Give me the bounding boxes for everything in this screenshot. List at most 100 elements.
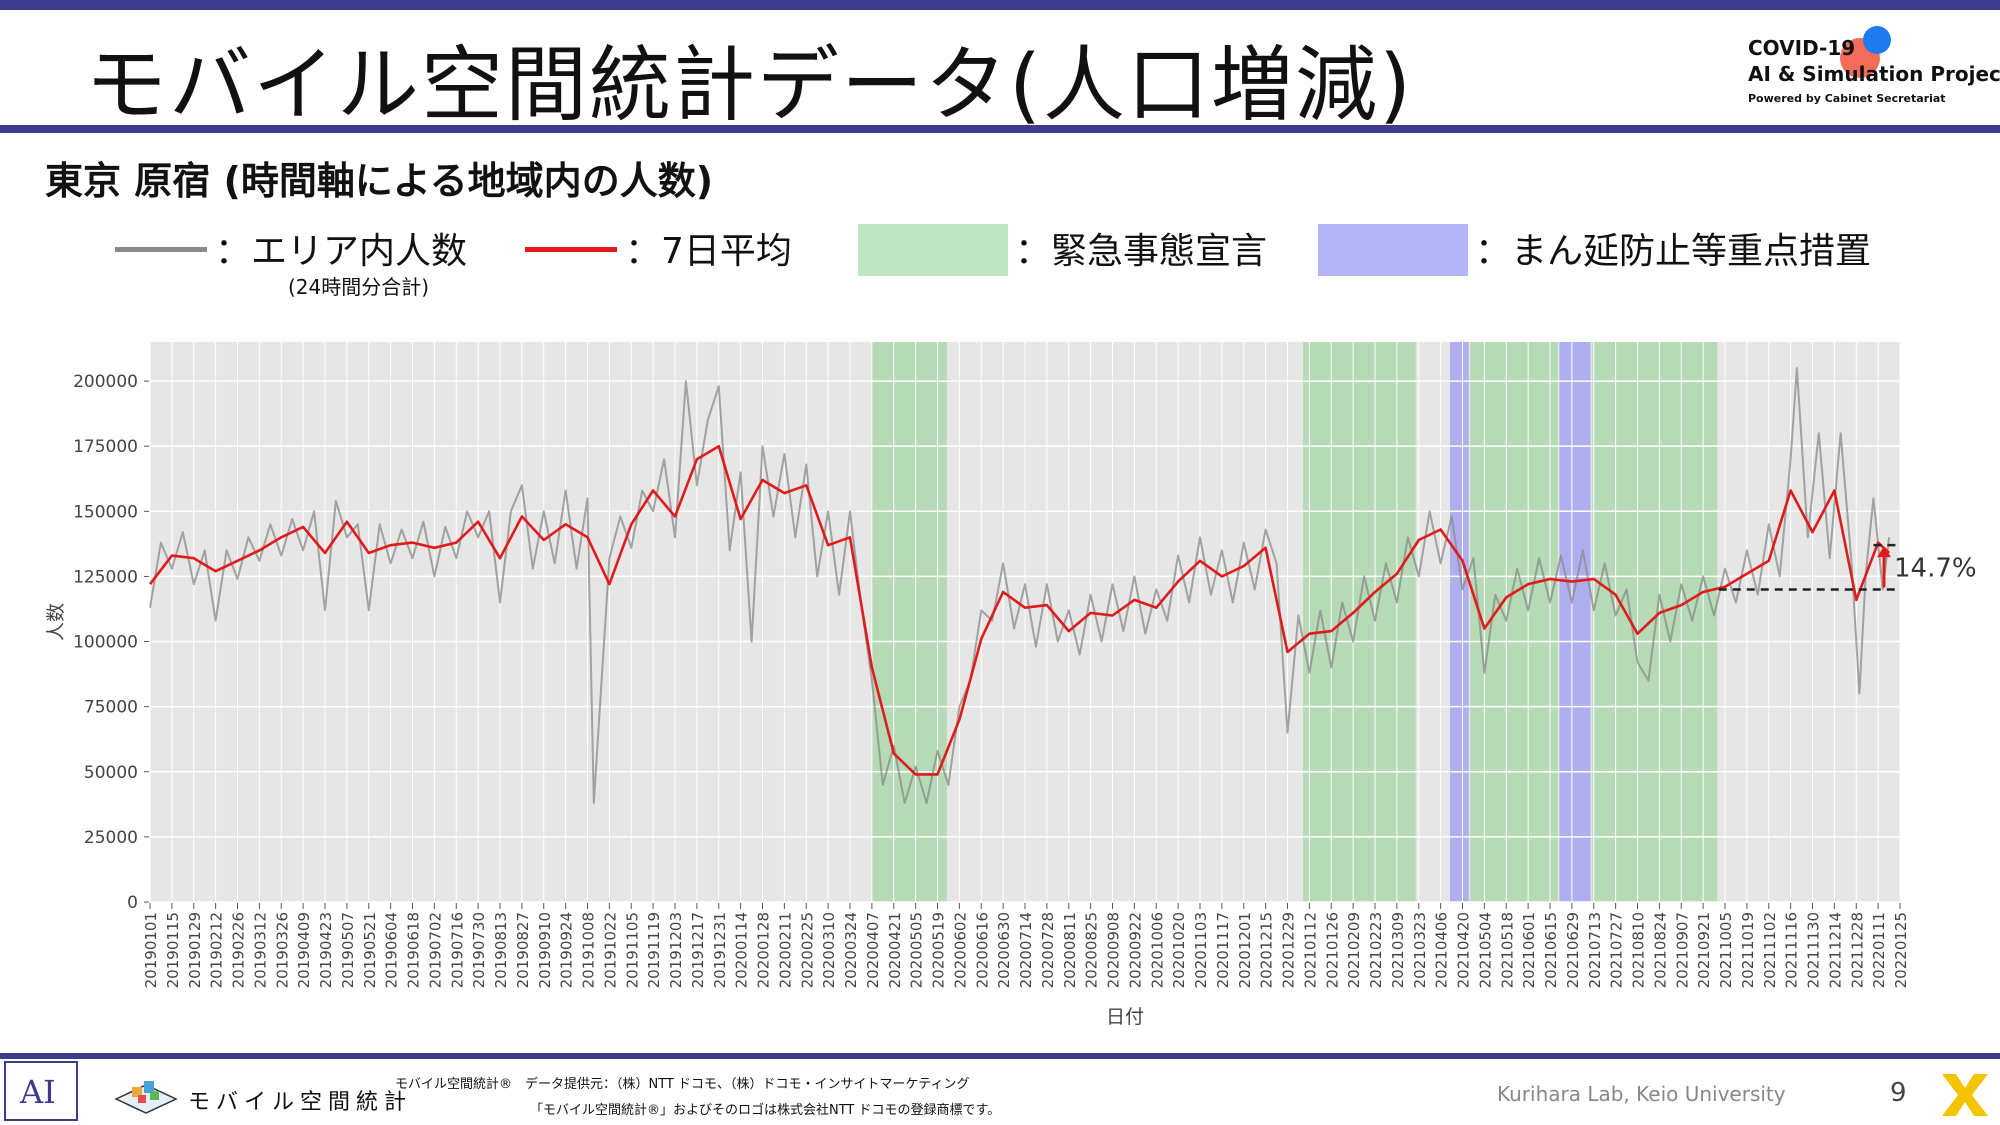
x-tick-label: 20200407	[864, 912, 882, 988]
y-tick-label: 25000	[84, 828, 138, 848]
slide-title: モバイル空間統計データ(人口増減)	[85, 38, 1413, 133]
x-tick-label: 20190604	[383, 912, 401, 988]
x-tick-label: 20190924	[558, 912, 576, 988]
x-tick-label: 20210601	[1520, 912, 1538, 988]
x-tick-label: 20190312	[251, 912, 269, 988]
x-tick-label: 20210615	[1542, 912, 1560, 988]
y-tick-label: 75000	[84, 698, 138, 718]
x-tick-label: 20220125	[1892, 912, 1910, 988]
x-tick-label: 20201229	[1280, 912, 1298, 988]
x-tick-label: 20200630	[995, 912, 1013, 988]
x-tick-label: 20210504	[1476, 912, 1494, 988]
raw-daily-series-line	[149, 367, 1891, 804]
x-tick-label: 20211214	[1826, 912, 1844, 988]
legend-raw-swatch	[115, 247, 207, 252]
x-tick-label: 20201201	[1236, 912, 1254, 988]
x-tick-label: 20210420	[1455, 912, 1473, 988]
x-tick-label: 20190226	[230, 912, 248, 988]
top-accent-bar	[0, 0, 2000, 10]
emergency-band-0	[871, 342, 947, 902]
y-tick-label: 175000	[73, 437, 138, 457]
x-tick-label: 20190716	[448, 912, 466, 988]
x-tick-label: 20201020	[1170, 912, 1188, 988]
manen-band-2	[1450, 342, 1469, 902]
x-tick-label: 20200602	[951, 912, 969, 988]
x-tick-label: 20190813	[492, 912, 510, 988]
increase-arrow-head-icon	[1877, 546, 1891, 558]
x-tick-label: 20210406	[1433, 912, 1451, 988]
x-tick-label: 20210126	[1323, 912, 1341, 988]
x-tick-label: 20200811	[1061, 912, 1079, 988]
x-tick-label: 20190827	[514, 912, 532, 988]
x-tick-label: 20190409	[295, 912, 313, 988]
x-tick-label: 20210309	[1389, 912, 1407, 988]
x-tick-label: 20190101	[142, 912, 160, 988]
x-tick-label: 20211130	[1805, 912, 1823, 988]
x-tick-label: 20210629	[1564, 912, 1582, 988]
x-tick-label: 20190129	[186, 912, 204, 988]
x-tick-label: 20190326	[273, 912, 291, 988]
x-tick-label: 20191119	[645, 912, 663, 988]
x-tick-label: 20190115	[164, 912, 182, 988]
x-tick-label: 20211005	[1717, 912, 1735, 988]
x-tick-label: 20191217	[689, 912, 707, 988]
x-tick-label: 20210727	[1608, 912, 1626, 988]
x-tick-label: 20191203	[667, 912, 685, 988]
x-tick-label: 20210323	[1411, 912, 1429, 988]
y-tick-label: 150000	[73, 502, 138, 522]
x-tick-label: 20190730	[470, 912, 488, 988]
x-tick-label: 20210907	[1673, 912, 1691, 988]
chart-area: 14.7% 0 25000 50000 75000 100000 125000 150000…	[0, 330, 2000, 1040]
logo-line1: COVID-19	[1748, 36, 1856, 60]
x-tick-label: 20191231	[711, 912, 729, 988]
x-tick-label: 20190212	[208, 912, 226, 988]
x-tick-label: 20210223	[1367, 912, 1385, 988]
x-tick-label: 20211102	[1761, 912, 1779, 988]
lab-ai-logo-text: AI	[20, 1073, 56, 1111]
x-tick-label: 20191022	[601, 912, 619, 988]
x-tick-label: 20200714	[1017, 912, 1035, 988]
legend-emergency-swatch	[858, 224, 1008, 276]
y-tick-label: 100000	[73, 633, 138, 653]
x-tick-label: 20200922	[1126, 912, 1144, 988]
mobile-stats-logo-text: モバイル空間統計	[188, 1090, 413, 1115]
y-tick-label: 200000	[73, 372, 138, 392]
x-tick-label: 20200421	[886, 912, 904, 988]
x-tick-label: 20190702	[426, 912, 444, 988]
x-tick-label: 20210209	[1345, 912, 1363, 988]
data-credit-line1: モバイル空間統計® データ提供元：（株）NTT ドコモ、（株）ドコモ・インサイト…	[395, 1077, 970, 1092]
x-tick-label: 20200519	[930, 912, 948, 988]
x-tick-label: 20200211	[776, 912, 794, 988]
legend-manen-swatch	[1318, 224, 1468, 276]
logo-blue-circle-icon	[1863, 26, 1891, 54]
manen-band-4	[1559, 342, 1591, 902]
x-tick-label: 20200114	[733, 912, 751, 988]
x-tick-label: 20210112	[1301, 912, 1319, 988]
x-tick-label: 20190521	[361, 912, 379, 988]
x-tick-label: 20201006	[1148, 912, 1166, 988]
x-tick-label: 20210810	[1630, 912, 1648, 988]
x-tick-label: 20210713	[1586, 912, 1604, 988]
y-tick-label: 50000	[84, 763, 138, 783]
x-tick-label: 20211228	[1848, 912, 1866, 988]
x-tick-label: 20200310	[820, 912, 838, 988]
x-axis-label: 日付	[1106, 1006, 1144, 1028]
y-tick-label: 125000	[73, 567, 138, 587]
x-tick-label: 20200505	[908, 912, 926, 988]
x-tick-label: 20220111	[1870, 912, 1888, 988]
legend-avg-swatch	[525, 247, 617, 252]
legend-avg-label: ：7日平均	[625, 231, 792, 272]
footer-divider	[0, 1053, 2000, 1059]
x-tick-label: 20200128	[755, 912, 773, 988]
x-tick-label: 20211019	[1739, 912, 1757, 988]
x-tick-label: 20201103	[1192, 912, 1210, 988]
x-logo-icon	[1942, 1074, 1988, 1116]
x-tick-label: 20201117	[1214, 912, 1232, 988]
covid-ai-project-logo: COVID-19 AI & Simulation Project Powered…	[1745, 24, 2000, 119]
x-tick-label: 20200324	[842, 912, 860, 988]
increase-percentage-label: 14.7%	[1894, 553, 1977, 583]
x-tick-label: 20200225	[798, 912, 816, 988]
mobile-stats-cubes-icon	[114, 1081, 178, 1114]
emergency-band-3	[1470, 342, 1558, 902]
chart-subtitle: 東京 原宿 (時間軸による地域内の人数)	[45, 159, 714, 203]
